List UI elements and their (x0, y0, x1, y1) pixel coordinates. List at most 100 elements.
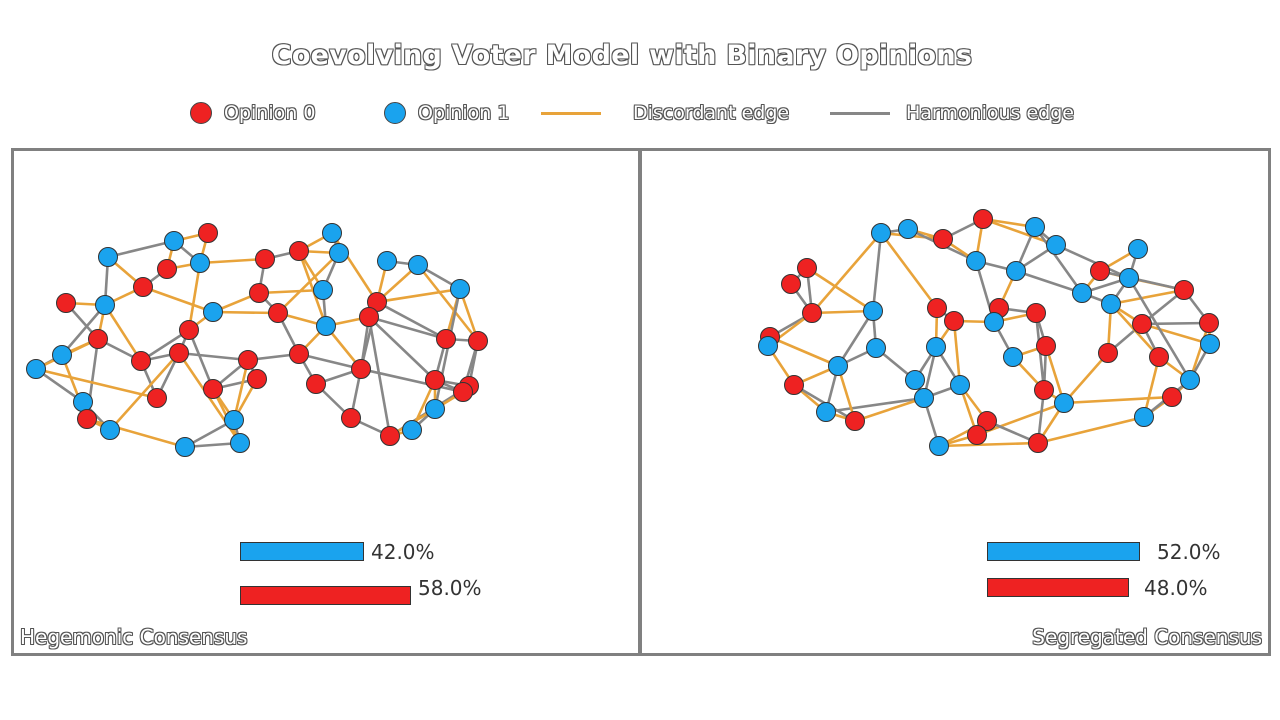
harmonious-edge (1127, 277, 1192, 381)
opinion-0-node (238, 350, 258, 370)
opinion-0-node (1028, 433, 1048, 453)
opinion-0-node (802, 303, 822, 323)
opinion-1-node (871, 223, 891, 243)
harmonious-edge (368, 315, 447, 341)
harmonious-edge-line-icon (830, 111, 890, 115)
opinion-1-node (1200, 334, 1220, 354)
opinion-0-node (797, 258, 817, 278)
opinion-0-node (967, 425, 987, 445)
opinion-1-node (914, 388, 934, 408)
opinion-1-node (175, 437, 195, 457)
opinion-1-node (966, 251, 986, 271)
opinion-1-node (1003, 347, 1023, 367)
opinion-1-node (52, 345, 72, 365)
chart-title: Coevolving Voter Model with Binary Opini… (271, 40, 973, 71)
legend-opinion-0: Opinion 0 (190, 98, 315, 128)
opinion-1-node (1101, 294, 1121, 314)
opinion-1-node (1046, 235, 1066, 255)
opinion-0-node (1090, 261, 1110, 281)
opinion-0-node (359, 307, 379, 327)
opinion-0-node (380, 426, 400, 446)
discordant-edge (212, 310, 279, 315)
opinion-0-node (977, 411, 997, 431)
opinion-0-node (1149, 347, 1169, 367)
opinion-0-node (203, 379, 223, 399)
opinion-1-node (929, 436, 949, 456)
hegemonic-consensus-panel: 42.0% 58.0% Hegemonic Consensus (11, 148, 641, 656)
discordant-edge (806, 266, 874, 313)
opinion-1-node (828, 356, 848, 376)
opinion-1-node (1054, 393, 1074, 413)
opinion-1-node (402, 420, 422, 440)
opinion-0-node (133, 277, 153, 297)
opinion-0-node (249, 283, 269, 303)
legend-discordant-edge-label: Discordant edge (633, 102, 790, 124)
opinion-1-node (224, 410, 244, 430)
opinion-0-node (845, 411, 865, 431)
harmonious-edge (1099, 269, 1185, 292)
discordant-edge (297, 250, 328, 327)
opinion-0-share-bar (987, 578, 1129, 597)
opinion-0-node (453, 382, 473, 402)
discordant-edge (35, 367, 158, 400)
harmonious-edge (187, 329, 215, 390)
opinion-1-node (450, 279, 470, 299)
legend-harmonious-edge-label: Harmonious edge (906, 102, 1074, 124)
discordant-edge (1142, 356, 1161, 418)
discordant-edge (277, 252, 340, 314)
opinion-0-node (198, 223, 218, 243)
opinion-1-node (1006, 261, 1026, 281)
harmonious-edge (871, 232, 883, 312)
opinion-0-node (1174, 280, 1194, 300)
opinion-0-node (1132, 314, 1152, 334)
opinion-1-node (863, 301, 883, 321)
opinion-1-node (100, 420, 120, 440)
opinion-1-node (984, 312, 1004, 332)
harmonious-edge (178, 351, 249, 362)
opinion-1-node (73, 392, 93, 412)
harmonious-edge (1141, 321, 1210, 326)
discordant-edge (938, 441, 1039, 448)
opinion-1-node (898, 219, 918, 239)
discordant-edge (952, 320, 962, 386)
opinion-0-node (268, 303, 288, 323)
discordant-edge (811, 309, 874, 315)
opinion-0-node (781, 274, 801, 294)
harmonious-edge (107, 239, 175, 259)
opinion-0-node (784, 375, 804, 395)
opinion-0-node (341, 408, 361, 428)
opinion-0-node (1098, 343, 1118, 363)
opinion-1-node (316, 316, 336, 336)
discordant-edge (109, 352, 180, 431)
opinion-0-node (157, 259, 177, 279)
opinion-1-share-label: 52.0% (1157, 540, 1221, 564)
harmonious-edge (376, 300, 447, 341)
harmonious-edge (1033, 226, 1084, 294)
legend-opinion-0-label: Opinion 0 (224, 102, 316, 124)
discordant-edge (769, 335, 839, 368)
harmonious-edge (1015, 269, 1083, 295)
discordant-edge (1188, 322, 1211, 381)
opinion-1-share-bar (987, 542, 1141, 561)
opinion-0-node (77, 409, 97, 429)
opinion-1-node (1128, 239, 1148, 259)
opinion-0-node (933, 229, 953, 249)
discordant-edge (376, 287, 461, 304)
opinion-1-share-bar (240, 542, 364, 561)
opinion-1-share-label: 42.0% (371, 540, 435, 564)
opinion-0-node (927, 298, 947, 318)
discordant-edge (258, 288, 324, 295)
opinion-1-node (203, 302, 223, 322)
legend-opinion-1-label: Opinion 1 (418, 102, 510, 124)
opinion-1-node (230, 433, 250, 453)
legend-discordant-edge: Discordant edge (541, 98, 789, 128)
opinion-1-node (377, 251, 397, 271)
opinion-0-node (306, 374, 326, 394)
discordant-edge (103, 304, 143, 362)
opinion-1-node (926, 337, 946, 357)
opinion-1-node (905, 370, 925, 390)
opinion-0-node (468, 331, 488, 351)
opinion-1-node (329, 243, 349, 263)
opinion-0-marker-icon (190, 102, 212, 124)
legend-opinion-1: Opinion 1 (384, 98, 509, 128)
